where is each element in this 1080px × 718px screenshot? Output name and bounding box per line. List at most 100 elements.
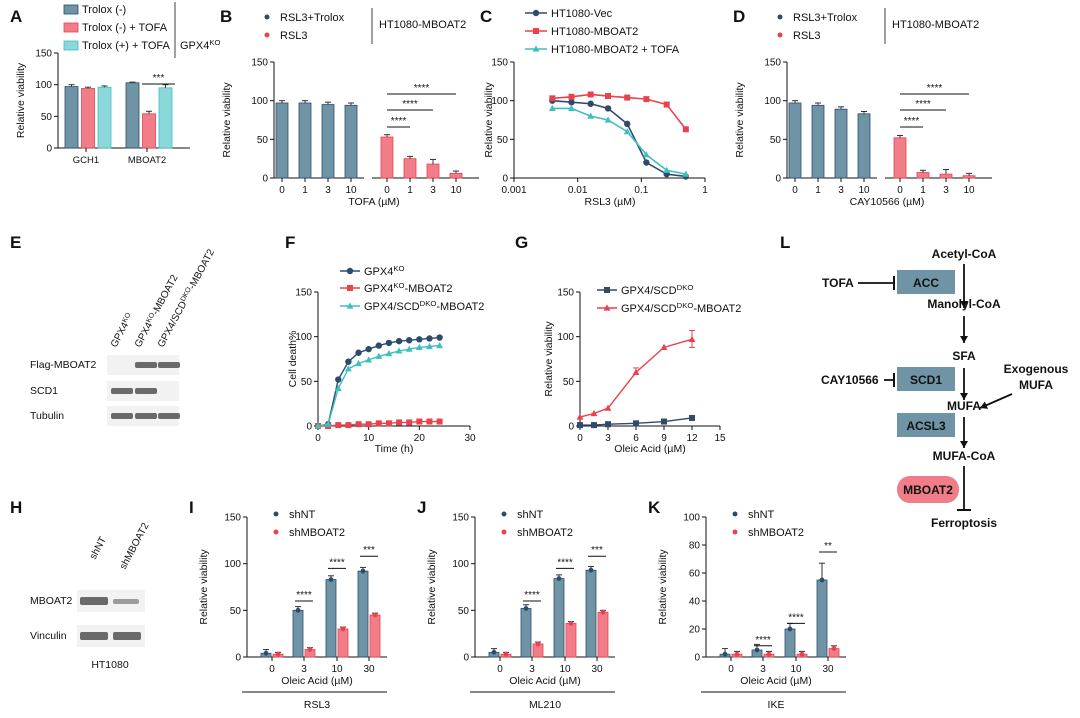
bar: [292, 609, 304, 658]
data-point: [396, 419, 403, 426]
legend-marker: [273, 529, 279, 535]
y-tick-label: 50: [41, 112, 53, 123]
legend-title: GPX4KO: [180, 38, 220, 53]
arrow-head: [960, 336, 968, 343]
bar: [142, 113, 156, 149]
x-axis-label: Oleic Acid (µM): [740, 675, 811, 687]
data-point: [395, 337, 403, 345]
legend-marker: [777, 14, 783, 20]
y-axis-label: Relative viability: [221, 82, 233, 158]
bar: [81, 88, 95, 149]
data-point: [624, 120, 631, 128]
inhibitor-label: CAY10566: [821, 373, 879, 387]
significance-label: ****: [915, 99, 931, 110]
legend-marker: [347, 285, 353, 291]
data-point: [734, 651, 740, 657]
data-point: [360, 568, 366, 574]
data-point: [372, 612, 378, 618]
data-point: [663, 101, 670, 108]
bar: [597, 611, 609, 658]
data-point: [661, 418, 667, 425]
data-point: [295, 607, 301, 613]
bar: [298, 102, 312, 179]
text-span: -MBOAT2: [187, 247, 217, 291]
arrow-head: [960, 393, 968, 400]
y-tick-label: 150: [295, 288, 312, 299]
blot-caption: HT1080: [91, 659, 129, 671]
y-tick-label: 60: [689, 569, 701, 580]
data-point: [568, 621, 574, 626]
legend-marker: [533, 28, 539, 34]
x-tick-label: 10: [450, 185, 462, 196]
data-point: [600, 609, 606, 615]
data-point: [426, 418, 433, 425]
exogenous-label: Exogenous: [1004, 362, 1069, 376]
bar: [962, 175, 976, 179]
y-axis-label: Relative viability: [543, 321, 555, 397]
data-point: [623, 128, 631, 135]
significance-label: ****: [524, 590, 540, 601]
x-axis-label: Oleic Acid (µM): [614, 443, 685, 455]
y-axis-label: Relative viability: [15, 62, 27, 138]
significance-label: **: [824, 541, 832, 552]
x-tick-label: 3: [605, 433, 611, 444]
text-span: -MBOAT2: [693, 303, 741, 315]
x-tick-label: 10: [790, 664, 802, 675]
panel-letter-k: K: [648, 498, 661, 517]
legend-marker: [346, 302, 354, 309]
enzyme-label: MBOAT2: [903, 483, 953, 497]
y-axis-label: Relative viability: [198, 549, 210, 625]
bar: [811, 104, 825, 179]
text-span: GPX4/SCD: [364, 301, 420, 313]
x-tick-label: 9: [661, 433, 667, 444]
legend-label: GPX4/SCDDKO-MBOAT2: [364, 299, 484, 314]
blot-row-label: Vinculin: [30, 630, 67, 642]
text-span: -MBOAT2: [436, 301, 484, 313]
text-span: GPX4/SCD: [621, 303, 677, 315]
superscript: KO: [121, 311, 132, 324]
data-point: [722, 651, 728, 657]
y-tick-label: 0: [502, 174, 508, 185]
data-point: [605, 421, 611, 428]
bar: [788, 102, 802, 179]
y-tick-label: 0: [46, 144, 52, 155]
legend-marker: [532, 9, 540, 17]
panel-letter-l: L: [780, 233, 790, 252]
y-tick-label: 100: [295, 332, 312, 343]
bar: [344, 104, 358, 179]
lane-label: shNT: [88, 535, 109, 561]
data-point: [624, 94, 631, 101]
x-tick-label: 10: [331, 664, 343, 675]
x-tick-label: 15: [714, 433, 726, 444]
legend-label: GPX4KO: [364, 264, 404, 279]
y-tick-label: 0: [568, 422, 574, 433]
data-point: [604, 116, 612, 123]
bar: [275, 102, 289, 179]
group-label: IKE: [768, 699, 785, 711]
superscript: DKO: [420, 299, 437, 308]
x-tick-label: 30: [464, 433, 476, 444]
x-tick-label: 3: [760, 664, 766, 675]
bar: [585, 569, 597, 658]
superscript: KO: [393, 264, 404, 273]
blot-row-label: SCD1: [30, 385, 58, 397]
y-tick-label: 100: [491, 96, 508, 107]
data-point: [375, 342, 382, 349]
blot-row-label: MBOAT2: [30, 595, 73, 607]
enzyme-box: [897, 476, 959, 503]
data-point: [787, 626, 793, 632]
data-point: [335, 422, 342, 429]
bar: [357, 570, 369, 658]
y-tick-label: 40: [689, 597, 701, 608]
y-tick-label: 150: [491, 58, 508, 69]
significance-label: ****: [402, 99, 418, 110]
bar: [893, 137, 907, 179]
y-tick-label: 50: [770, 135, 782, 146]
data-point: [334, 384, 342, 392]
y-tick-label: 0: [235, 653, 241, 664]
data-point: [568, 99, 575, 106]
data-point: [335, 376, 342, 383]
y-axis-label: Relative viability: [483, 82, 495, 158]
y-tick-label: 50: [497, 135, 509, 146]
enzyme-label: ACC: [913, 276, 939, 290]
